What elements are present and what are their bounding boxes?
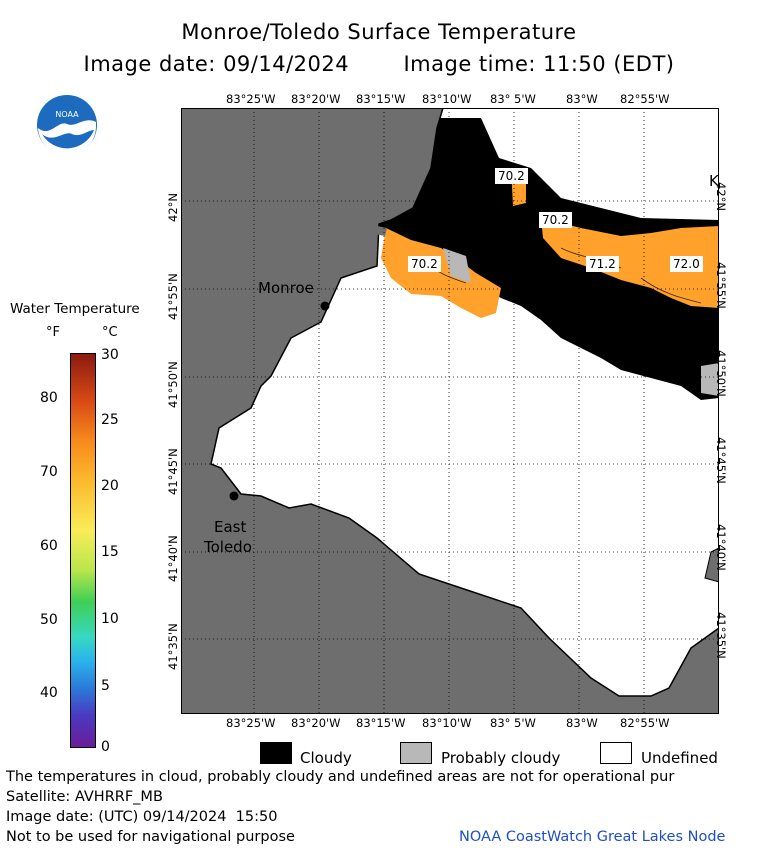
legend-label-undefined: Undefined — [641, 749, 718, 767]
lon-label-top: 83°W — [566, 92, 598, 106]
page-title: Monroe/Toledo Surface Temperature — [181, 20, 577, 44]
lat-label-left: 42°N — [166, 193, 180, 222]
colorbar-f-tick: 70 — [40, 464, 58, 480]
lon-label-bottom: 82°55'W — [620, 716, 670, 730]
lat-label-left: 41°55'N — [166, 273, 180, 320]
monroe-marker — [320, 301, 330, 311]
noaa-logo-icon: NOAA — [37, 95, 97, 156]
lat-label-right: 42°N — [714, 182, 728, 211]
lat-label-right: 41°35'N — [714, 612, 728, 659]
place-label-east: East — [214, 518, 247, 536]
lat-label-right: 41°40'N — [714, 524, 728, 571]
colorbar-c-tick: 0 — [101, 739, 110, 755]
graticule — [181, 108, 719, 714]
legend-label-probably-cloudy: Probably cloudy — [441, 749, 561, 767]
legend-swatch-undefined — [600, 742, 632, 764]
lon-label-top: 82°55'W — [620, 92, 670, 106]
colorbar-c-tick: 15 — [101, 544, 119, 560]
colorbar-c-tick: 5 — [101, 678, 110, 694]
colorbar-f-tick: 40 — [40, 685, 58, 701]
colorbar-c-tick: 25 — [101, 412, 119, 428]
colorbar-c-tick: 30 — [101, 347, 119, 363]
colorbar-gradient — [70, 353, 96, 748]
image-date-time: Image date: 09/14/2024 Image time: 11:50… — [0, 52, 758, 76]
lon-label-bottom: 83°W — [566, 716, 598, 730]
temperature-label: 71.2 — [586, 256, 619, 272]
footer-utc-date: Image date: (UTC) 09/14/2024 15:50 — [6, 809, 278, 825]
lon-label-bottom: 83°10'W — [422, 716, 472, 730]
colorbar-c-tick: 10 — [101, 611, 119, 627]
colorbar-f-tick: 80 — [40, 390, 58, 406]
lat-label-right: 41°50'N — [714, 350, 728, 397]
colorbar-f-tick: 50 — [40, 612, 58, 628]
lon-label-top: 83° 5'W — [490, 92, 536, 106]
lon-label-top: 83°10'W — [422, 92, 472, 106]
footer-satellite: Satellite: AVHRRF_MB — [6, 789, 163, 805]
map-frame — [181, 108, 719, 714]
edge-letter: K — [709, 172, 719, 190]
colorbar-f-tick: 60 — [40, 538, 58, 554]
lon-label-bottom: 83°20'W — [291, 716, 341, 730]
temperature-label: 70.2 — [408, 256, 441, 272]
lon-label-top: 83°15'W — [356, 92, 406, 106]
lon-label-bottom: 83°15'W — [356, 716, 406, 730]
cloud-mask — [376, 118, 719, 400]
lat-label-left: 41°50'N — [166, 361, 180, 408]
legend-swatch-probably-cloudy — [400, 742, 432, 764]
image-time: Image time: 11:50 (EDT) — [403, 52, 675, 76]
lon-label-top: 83°20'W — [291, 92, 341, 106]
warm-water-east — [541, 218, 719, 308]
lon-label-top: 83°25'W — [226, 92, 276, 106]
place-label-toledo: Toledo — [204, 538, 252, 556]
east-shore-strip — [704, 547, 719, 583]
lon-label-bottom: 83° 5'W — [490, 716, 536, 730]
image-date: Image date: 09/14/2024 — [83, 52, 350, 76]
temperature-label: 72.0 — [670, 256, 703, 272]
probably-cloudy-east — [701, 363, 719, 396]
lat-label-left: 41°40'N — [166, 535, 180, 582]
lat-label-left: 41°35'N — [166, 623, 180, 670]
colorbar-unit-c: °C — [102, 325, 118, 340]
footer-nav-warning: Not to be used for navigational purpose — [6, 829, 295, 845]
lon-label-bottom: 83°25'W — [226, 716, 276, 730]
place-label-monroe: Monroe — [258, 279, 314, 297]
east-toledo-marker — [229, 491, 239, 501]
colorbar-unit-f: °F — [46, 325, 60, 340]
colorbar-title: Water Temperature — [10, 301, 140, 317]
legend-swatch-cloudy — [260, 742, 292, 764]
temperature-map — [181, 108, 719, 714]
temperature-label: 70.2 — [495, 168, 528, 184]
lat-label-left: 41°45'N — [166, 448, 180, 495]
legend-label-cloudy: Cloudy — [300, 749, 352, 767]
lat-label-right: 41°45'N — [714, 437, 728, 484]
lat-label-right: 41°55'N — [714, 262, 728, 309]
noaa-logo-text: NOAA — [55, 110, 79, 119]
probably-cloudy-west — [443, 248, 471, 283]
footer-note: The temperatures in cloud, probably clou… — [6, 769, 675, 785]
temperature-label: 70.2 — [539, 212, 572, 228]
footer-credit: NOAA CoastWatch Great Lakes Node — [459, 829, 726, 845]
colorbar-c-tick: 20 — [101, 478, 119, 494]
